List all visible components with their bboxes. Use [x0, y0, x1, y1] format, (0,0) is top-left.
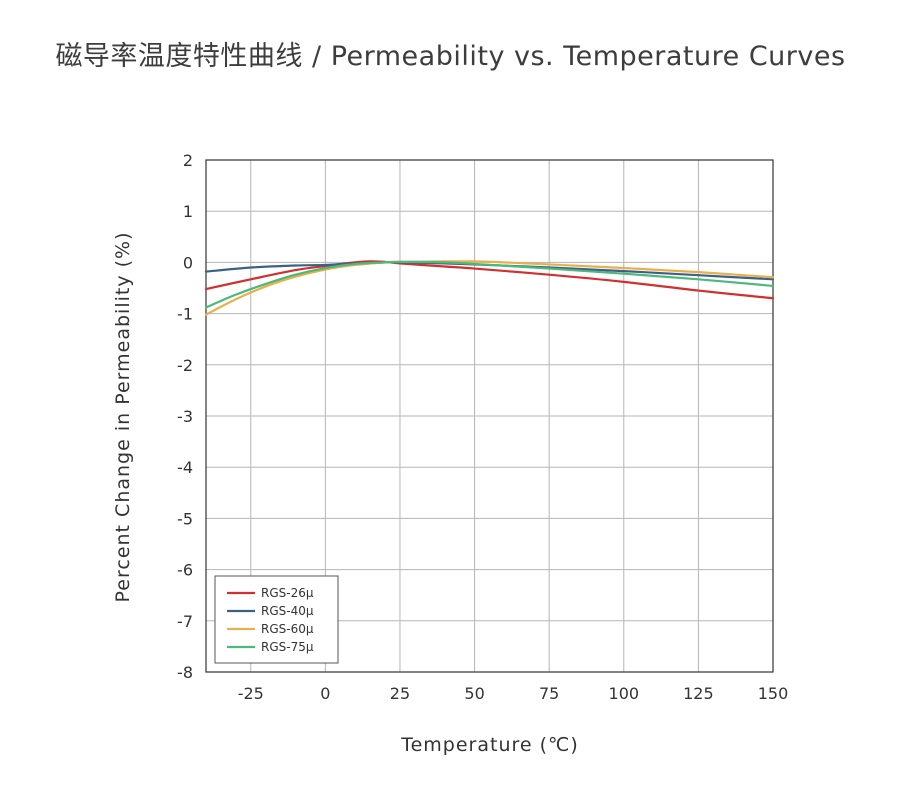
series-line-rgs-75 — [204, 260, 775, 309]
x-axis-ticks: -25 0 25 50 75 100 125 150 — [238, 684, 789, 703]
y-tick-label: -6 — [177, 561, 193, 580]
series-line-rgs-26 — [204, 260, 775, 300]
x-tick-label: 100 — [609, 684, 640, 703]
legend-label: RGS-60μ — [261, 622, 314, 636]
chart-legend: RGS-26μ RGS-40μ RGS-60μ RGS-75μ — [214, 575, 339, 664]
x-tick-label: 75 — [539, 684, 559, 703]
y-tick-label: 2 — [183, 151, 193, 170]
y-tick-label: 1 — [183, 202, 193, 221]
series-lines — [204, 260, 775, 316]
y-tick-label: -5 — [177, 509, 193, 528]
y-axis-ticks: 2 1 0 -1 -2 -3 -4 -5 -6 -7 -8 — [177, 151, 193, 682]
y-tick-label: -7 — [177, 612, 193, 631]
legend-label: RGS-75μ — [261, 640, 314, 654]
chart-title: 磁导率温度特性曲线 / Permeability vs. Temperature… — [55, 41, 846, 72]
x-tick-label: 125 — [683, 684, 714, 703]
x-tick-label: 0 — [320, 684, 330, 703]
legend-label: RGS-40μ — [261, 604, 314, 618]
y-axis-label: Percent Change in Permeability (%) — [112, 232, 134, 603]
legend-box — [214, 575, 339, 664]
legend-label: RGS-26μ — [261, 586, 314, 600]
x-tick-label: 50 — [464, 684, 484, 703]
y-tick-label: -4 — [177, 458, 193, 477]
y-tick-label: -1 — [177, 305, 193, 324]
y-tick-label: -8 — [177, 663, 193, 682]
y-tick-label: 0 — [183, 253, 193, 272]
x-tick-label: 150 — [758, 684, 789, 703]
x-tick-label: -25 — [238, 684, 264, 703]
y-tick-label: -3 — [177, 407, 193, 426]
x-axis-label: Temperature (℃) — [400, 734, 579, 756]
y-tick-label: -2 — [177, 356, 193, 375]
plot-frame — [205, 159, 774, 673]
x-tick-label: 25 — [390, 684, 410, 703]
